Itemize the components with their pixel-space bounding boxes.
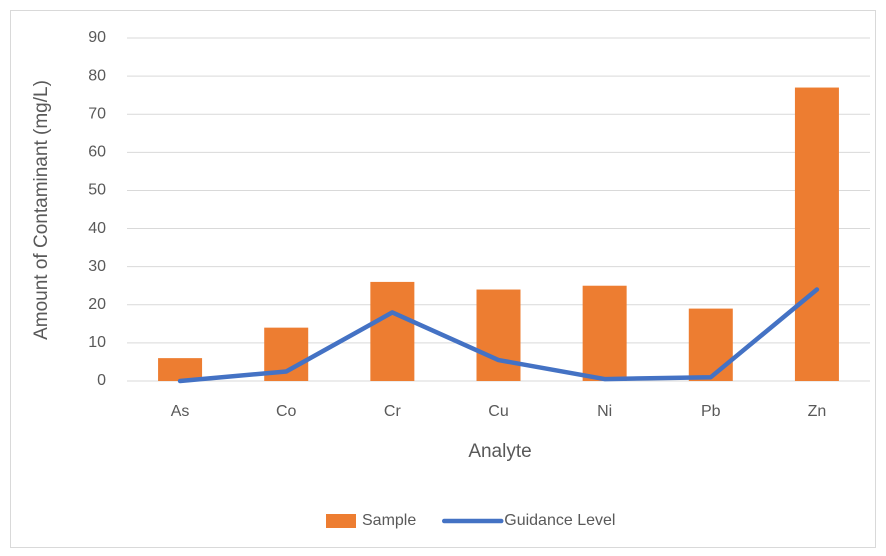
y-tick-label: 50 — [88, 182, 106, 199]
legend-label: Sample — [362, 512, 416, 529]
x-tick-label: Zn — [808, 403, 827, 420]
y-tick-label: 0 — [97, 372, 106, 389]
bar — [476, 289, 521, 381]
x-tick-label: Cr — [384, 403, 402, 420]
legend-label: Guidance Level — [504, 512, 615, 529]
bar — [794, 87, 839, 382]
bar — [370, 281, 415, 381]
x-tick-label: Pb — [701, 403, 721, 420]
x-axis-title: Analyte — [468, 441, 531, 462]
y-tick-label: 70 — [88, 105, 106, 122]
x-tick-label: As — [171, 403, 190, 420]
bar — [158, 358, 203, 381]
line — [177, 287, 820, 384]
bar — [582, 285, 627, 381]
y-tick-label: 90 — [88, 29, 106, 46]
legend-swatch — [326, 514, 356, 528]
chart-border — [10, 10, 876, 548]
y-tick-label: 40 — [88, 220, 106, 237]
y-tick-label: 20 — [88, 296, 106, 313]
x-tick-label: Cu — [488, 403, 508, 420]
x-tick-label: Ni — [597, 403, 612, 420]
y-tick-label: 30 — [88, 258, 106, 275]
y-tick-label: 80 — [88, 67, 106, 84]
x-tick-label: Co — [276, 403, 297, 420]
y-tick-label: 10 — [88, 334, 106, 351]
y-tick-label: 60 — [88, 144, 106, 161]
y-axis-title: Amount of Contaminant (mg/L) — [31, 80, 52, 340]
bar — [688, 308, 733, 381]
